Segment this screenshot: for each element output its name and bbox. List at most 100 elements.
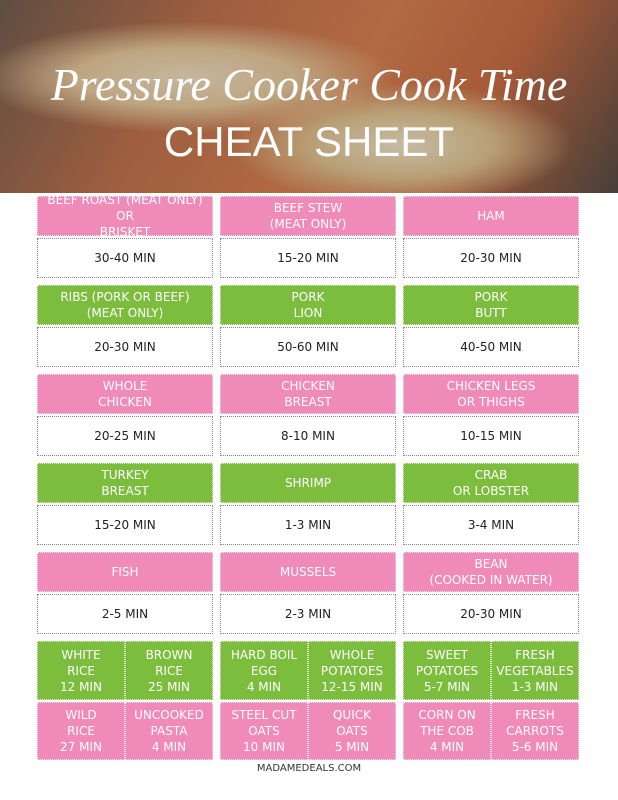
small-item: WHOLE POTATOES 12-15 MIN: [308, 641, 396, 700]
label-line: POTATOES: [415, 663, 479, 678]
label-line: FISH: [111, 565, 139, 579]
item-time: 12 MIN: [60, 679, 102, 694]
label-line: CORN ON: [418, 708, 476, 722]
card-label: SHRIMP: [220, 463, 396, 503]
item-time: 27 MIN: [60, 740, 102, 754]
item-time: 5-6 MIN: [511, 740, 559, 754]
card-time: 10-15 MIN: [403, 416, 579, 456]
label-line: RICE: [155, 663, 183, 678]
card-time: 50-60 MIN: [220, 327, 396, 367]
small-item: QUICK OATS 5 MIN: [308, 702, 396, 760]
subtitle: CHEAT SHEET: [163, 118, 455, 165]
card-time: 8-10 MIN: [220, 416, 396, 456]
label-line: OR LOBSTER: [452, 484, 530, 498]
label-line: RIBS (PORK OR BEEF): [60, 290, 190, 304]
card-label: FISH: [37, 552, 213, 592]
label-line: HARD BOIL: [230, 647, 298, 662]
card-label: BEEF ROAST (MEAT ONLY) OR BRISKET: [37, 193, 213, 239]
label-line: (COOKED IN WATER): [429, 573, 553, 587]
card-label: BEAN (COOKED IN WATER): [403, 552, 579, 592]
label-line: (MEAT ONLY): [86, 306, 164, 320]
small-item: SWEET POTATOES 5-7 MIN: [403, 641, 491, 700]
label-line: RICE: [67, 724, 95, 738]
label-line: TURKEY: [101, 468, 149, 482]
footer: MADAMEDEALS.COM: [256, 763, 362, 774]
label-line: OR THIGHS: [457, 395, 525, 409]
small-item: FRESH CARROTS 5-6 MIN: [491, 702, 579, 760]
label-line: WHOLE: [102, 379, 148, 393]
label-line: PORK: [291, 290, 325, 304]
card-time: 20-30 MIN: [403, 594, 579, 634]
item-time: 5-7 MIN: [423, 679, 471, 694]
label-line: BROWN: [145, 647, 193, 662]
item-time: 12-15 MIN: [321, 679, 383, 694]
item-time: 4 MIN: [246, 679, 282, 694]
label-line: SHRIMP: [284, 476, 332, 490]
small-item: FRESH VEGETABLES 1-3 MIN: [491, 641, 579, 700]
label-line: BREAST: [284, 395, 332, 409]
label-line: BREAST: [101, 484, 149, 498]
label-line: OATS: [336, 724, 368, 738]
item-time: 4 MIN: [151, 740, 187, 754]
label-line: EGG: [250, 663, 278, 678]
label-line: HAM: [477, 209, 505, 223]
card-time: 30-40 MIN: [37, 238, 213, 278]
label-line: STEEL CUT: [231, 708, 297, 722]
small-item: BROWN RICE 25 MIN: [125, 641, 213, 700]
label-line: BEEF ROAST (MEAT ONLY) OR: [47, 193, 203, 223]
label-line: BEEF STEW: [273, 201, 343, 215]
card-label: CRAB OR LOBSTER: [403, 463, 579, 503]
label-line: CRAB: [474, 468, 508, 482]
label-line: RICE: [67, 663, 95, 678]
label-line: BUTT: [475, 306, 507, 320]
label-line: CHICKEN LEGS: [446, 379, 536, 393]
item-time: 5 MIN: [334, 740, 370, 754]
card-time: 1-3 MIN: [220, 505, 396, 545]
header-image: [0, 0, 618, 193]
card-label: WHOLE CHICKEN: [37, 374, 213, 414]
small-item: WILD RICE 27 MIN: [37, 702, 125, 760]
label-line: UNCOOKED: [134, 708, 204, 722]
card-time: 2-3 MIN: [220, 594, 396, 634]
item-time: 10 MIN: [243, 740, 285, 754]
label-line: CARROTS: [506, 724, 564, 738]
label-line: VEGETABLES: [496, 663, 574, 678]
label-line: CHICKEN: [281, 379, 335, 393]
label-line: FRESH: [515, 647, 555, 662]
card-label: TURKEY BREAST: [37, 463, 213, 503]
label-line: SWEET: [426, 647, 468, 662]
label-line: CHICKEN: [98, 395, 152, 409]
label-line: BEAN: [474, 557, 508, 571]
label-line: THE COB: [420, 724, 474, 738]
card-time: 15-20 MIN: [220, 238, 396, 278]
item-time: 4 MIN: [429, 740, 465, 754]
card-label: HAM: [403, 196, 579, 236]
card-label: RIBS (PORK OR BEEF) (MEAT ONLY): [37, 285, 213, 325]
card-label: BEEF STEW (MEAT ONLY): [220, 196, 396, 236]
label-line: PASTA: [150, 724, 188, 738]
label-line: PORK: [474, 290, 508, 304]
label-line: MUSSELS: [279, 565, 337, 579]
small-item: WHITE RICE 12 MIN: [37, 641, 125, 700]
item-time: 1-3 MIN: [511, 679, 559, 694]
label-line: FRESH: [515, 708, 555, 722]
card-time: 20-30 MIN: [37, 327, 213, 367]
label-line: (MEAT ONLY): [269, 217, 347, 231]
card-time: 15-20 MIN: [37, 505, 213, 545]
item-time: 25 MIN: [148, 679, 190, 694]
card-label: MUSSELS: [220, 552, 396, 592]
card-label: PORK BUTT: [403, 285, 579, 325]
label-line: OATS: [248, 724, 280, 738]
card-label: CHICKEN BREAST: [220, 374, 396, 414]
small-item: HARD BOIL EGG 4 MIN: [220, 641, 308, 700]
label-line: QUICK: [332, 708, 371, 722]
label-line: POTATOES: [320, 663, 384, 678]
label-line: WILD: [65, 708, 97, 722]
card-label: PORK LION: [220, 285, 396, 325]
card-time: 20-25 MIN: [37, 416, 213, 456]
card-time: 2-5 MIN: [37, 594, 213, 634]
card-time: 20-30 MIN: [403, 238, 579, 278]
card-time: 3-4 MIN: [403, 505, 579, 545]
card-label: CHICKEN LEGS OR THIGHS: [403, 374, 579, 414]
